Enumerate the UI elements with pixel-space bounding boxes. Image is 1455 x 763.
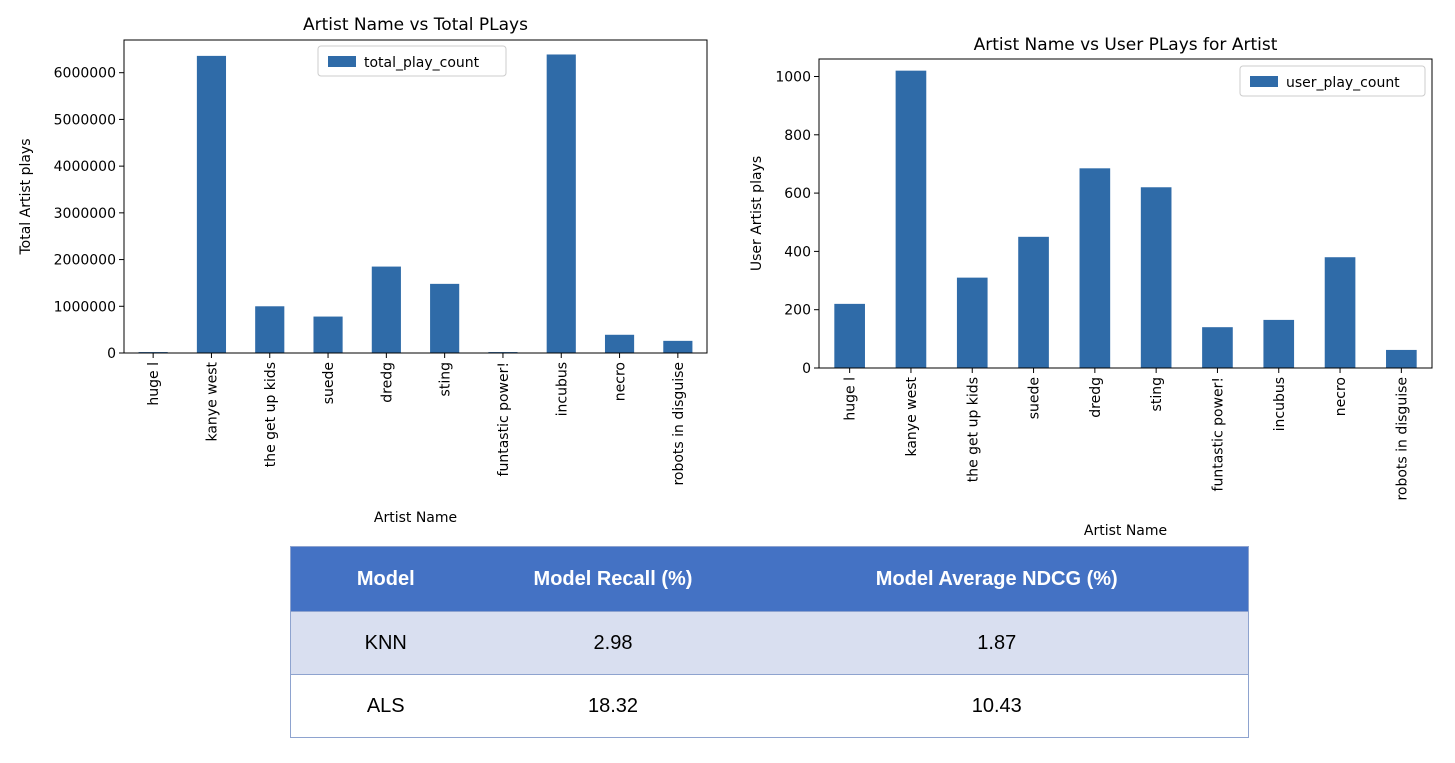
y-tick-label: 5000000 bbox=[54, 112, 116, 128]
bar-kanye-west bbox=[895, 70, 927, 369]
y-axis-label: User Artist plays bbox=[749, 156, 765, 271]
header-model: Model bbox=[290, 546, 481, 612]
x-axis-label: Artist Name bbox=[374, 510, 457, 526]
user-plays-chart: Artist Name vs User PLays for Artist 0 200… bbox=[749, 35, 1433, 539]
y-tick-label: 3000000 bbox=[54, 206, 116, 222]
y-axis-label: Total Artist plays bbox=[18, 138, 34, 255]
legend-swatch bbox=[1250, 76, 1278, 87]
x-tick-label: necro bbox=[613, 362, 629, 401]
table-row: ALS 18.32 10.43 bbox=[290, 674, 1249, 738]
x-tick-label: dredg bbox=[1088, 377, 1104, 418]
bar-robots-in-disguise bbox=[663, 340, 693, 353]
header-model-recall: Model Recall (%) bbox=[480, 546, 746, 612]
x-tick-label: kanye west bbox=[204, 361, 220, 441]
cell-recall: 18.32 bbox=[480, 674, 746, 738]
total-plays-chart: Artist Name vs Total PLays 0 1000000 200000… bbox=[18, 15, 708, 526]
bar-suede bbox=[313, 316, 343, 353]
x-tick-label: funtastic power! bbox=[1210, 377, 1226, 491]
cell-ndcg: 10.43 bbox=[745, 674, 1249, 738]
cell-recall: 2.98 bbox=[480, 611, 746, 675]
plot-frame bbox=[123, 39, 708, 354]
bar-suede bbox=[1018, 236, 1049, 368]
y-tick-label: 6000000 bbox=[54, 66, 116, 82]
legend-box bbox=[1239, 65, 1426, 97]
cell-model: ALS bbox=[290, 674, 481, 738]
chart-title: Artist Name vs Total PLays bbox=[303, 15, 528, 35]
bar-dredg bbox=[1079, 168, 1111, 368]
y-tick-label: 0 bbox=[107, 346, 116, 362]
bar-necro bbox=[604, 334, 635, 353]
bar-incubus bbox=[546, 54, 576, 354]
x-tick-label: suede bbox=[1027, 377, 1043, 419]
y-tick-label: 200 bbox=[784, 303, 811, 319]
legend-swatch bbox=[328, 56, 356, 67]
y-tick-label: 0 bbox=[802, 361, 811, 377]
bar-sting bbox=[430, 283, 460, 353]
x-tick-label: huge l bbox=[843, 377, 859, 421]
x-tick-label: funtastic power! bbox=[496, 362, 512, 476]
bar-dredg bbox=[371, 266, 401, 353]
x-tick-label: robots in disguise bbox=[671, 362, 687, 486]
bar-huge-l bbox=[834, 303, 865, 368]
bar-incubus bbox=[1263, 319, 1295, 368]
y-tick-label: 4000000 bbox=[54, 159, 116, 175]
x-tick-label: dredg bbox=[379, 362, 395, 403]
x-tick-label: suede bbox=[321, 362, 337, 404]
x-tick-label: sting bbox=[438, 362, 454, 396]
x-tick-label: robots in disguise bbox=[1394, 377, 1410, 501]
x-tick-label: kanye west bbox=[904, 376, 920, 456]
cell-model: KNN bbox=[290, 611, 481, 675]
bar-funtastic-power- bbox=[1202, 327, 1233, 368]
bar-the-get-up-kids bbox=[956, 277, 988, 368]
y-tick-label: 800 bbox=[784, 128, 811, 144]
x-tick-label: huge l bbox=[146, 362, 162, 406]
bar-the-get-up-kids bbox=[255, 306, 285, 353]
table-row: KNN 2.98 1.87 bbox=[290, 611, 1249, 675]
x-tick-label: necro bbox=[1333, 377, 1349, 416]
legend-label: total_play_count bbox=[364, 55, 480, 71]
chart-title: Artist Name vs User PLays for Artist bbox=[974, 35, 1278, 55]
cell-ndcg: 1.87 bbox=[745, 611, 1249, 675]
model-results-table: Model Model Recall (%) Model Average NDC… bbox=[290, 546, 1249, 738]
x-tick-label: the get up kids bbox=[263, 362, 279, 467]
y-tick-label: 1000 bbox=[775, 69, 811, 85]
bar-necro bbox=[1324, 257, 1356, 368]
x-tick-label: incubus bbox=[554, 362, 570, 416]
x-tick-label: the get up kids bbox=[965, 377, 981, 482]
x-tick-label: sting bbox=[1149, 377, 1165, 411]
legend-label: user_play_count bbox=[1286, 75, 1400, 91]
y-tick-label: 400 bbox=[784, 244, 811, 260]
bar-sting bbox=[1140, 187, 1172, 368]
x-tick-label: incubus bbox=[1272, 377, 1288, 431]
y-tick-label: 600 bbox=[784, 186, 811, 202]
plot-frame bbox=[818, 58, 1433, 369]
legend-box bbox=[317, 45, 507, 77]
y-tick-label: 2000000 bbox=[54, 253, 116, 269]
header-model-ndcg: Model Average NDCG (%) bbox=[745, 546, 1249, 612]
x-axis-label: Artist Name bbox=[1084, 523, 1167, 539]
table-header-row: Model Model Recall (%) Model Average NDC… bbox=[290, 546, 1249, 612]
bar-robots-in-disguise bbox=[1386, 349, 1417, 368]
bar-kanye-west bbox=[196, 55, 227, 354]
y-tick-label: 1000000 bbox=[54, 299, 116, 315]
